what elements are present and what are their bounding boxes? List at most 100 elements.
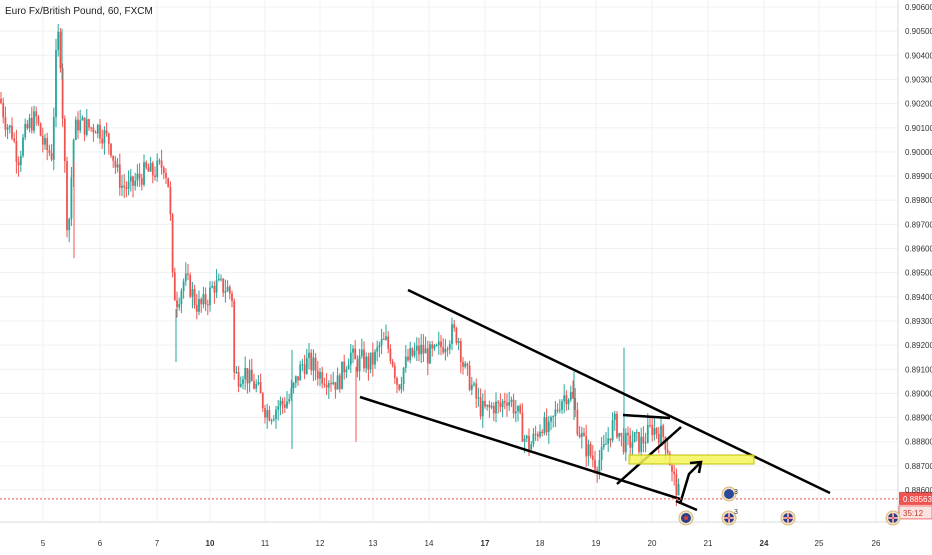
timer-label: 35:12 [903,509,924,518]
candle-body [495,401,497,414]
event-icon-flag-uk[interactable] [721,510,737,526]
time-axis[interactable]: 5 6 7 10 11 12 13 14 17 18 19 20 21 24 25 26 [0,521,898,548]
candle-body [382,339,385,341]
candle-body [543,417,546,434]
trendline-lower-ext[interactable] [675,499,698,512]
candle-body [327,383,330,388]
candle-body [655,428,658,434]
price-tick-label: 0.89200 [905,341,932,350]
candle-body [598,459,601,473]
candle-body [470,384,473,390]
candle-body [303,364,306,374]
time-tick-label: 6 [98,539,103,548]
candle-body [642,436,645,444]
price-tick-label: 0.90000 [905,148,932,157]
candle-body [215,280,218,293]
grid [0,0,898,522]
candle-body [96,124,99,134]
candle-body [660,425,662,444]
candle-body [319,372,321,379]
price-tick-label: 0.89600 [905,245,932,254]
projection-arrow[interactable] [678,461,702,505]
candles [0,24,680,507]
candle-body [462,362,464,367]
candle-body [356,359,359,372]
price-tick-label: 0.90400 [905,51,932,60]
event-icon-flag-uk-2[interactable] [780,510,796,526]
candle-body [330,383,332,385]
candle-body [288,398,291,402]
candle-body [270,420,273,422]
candle-body [202,294,205,305]
candle-body [525,435,528,439]
candle-body [68,218,71,231]
time-tick-label: 11 [261,539,270,548]
candle-body [171,214,174,273]
candle-body [583,432,585,436]
candle-body [248,369,251,384]
candle-body [228,286,231,294]
candle-body [217,278,220,281]
candle-body [550,416,552,422]
candle-body [673,471,676,475]
price-axis[interactable]: 0.90600 0.90500 0.90400 0.90300 0.90200 0.901… [897,0,932,522]
time-tick-label: 13 [369,539,378,548]
trendline-upper[interactable] [407,288,831,495]
candle-body [165,173,167,178]
candle-body [591,455,594,460]
candle-body [387,336,390,349]
candle-body [154,175,156,178]
event-icon-eu[interactable] [721,486,737,502]
candle-body [646,424,649,443]
drawings[interactable] [359,288,831,512]
event-icon[interactable] [678,510,694,526]
candle-body [50,153,53,160]
triangle-top-line[interactable] [622,413,671,420]
candle-body [653,428,656,436]
candle-body [675,474,678,496]
candle-body [140,178,143,185]
candle-body [514,411,517,414]
candle-body [477,397,480,399]
candle-body [211,285,214,288]
candle-body [281,400,284,405]
candle-body [501,401,504,407]
time-tick-label: 17 [481,539,490,548]
price-tick-label: 0.89500 [905,269,932,278]
price-tick-label: 0.90500 [905,27,932,36]
candle-body [396,377,398,385]
event-icon-flag-uk-3[interactable] [885,510,901,526]
trendline-lower[interactable] [359,395,681,501]
candle-body [143,162,145,185]
candle-body [239,383,242,387]
candle-body [613,413,616,420]
candle-body [440,341,442,347]
candle-body [266,410,269,418]
candle-body [261,393,264,409]
candle-body [160,160,163,168]
candle-body [61,68,64,119]
candle-body [666,449,669,454]
candle-body [41,135,44,145]
candle-body [334,382,337,390]
candle-body [220,278,222,280]
candle-body [519,405,522,413]
economic-events[interactable]: 3 3 [678,486,901,526]
candle-body [242,379,244,384]
candle-body [22,137,24,156]
last-price-label: 0.88563 [903,495,932,504]
candle-body [567,399,570,405]
candle-body [545,417,548,433]
candle-body [512,399,515,414]
candle-body [499,403,502,407]
candle-body [127,181,130,189]
candle-body [380,339,383,346]
candle-body [209,287,211,306]
candle-body [620,433,623,436]
candle-body [6,127,9,130]
candle-body [39,123,42,136]
candle-body [616,413,618,438]
candle-body [147,167,150,172]
